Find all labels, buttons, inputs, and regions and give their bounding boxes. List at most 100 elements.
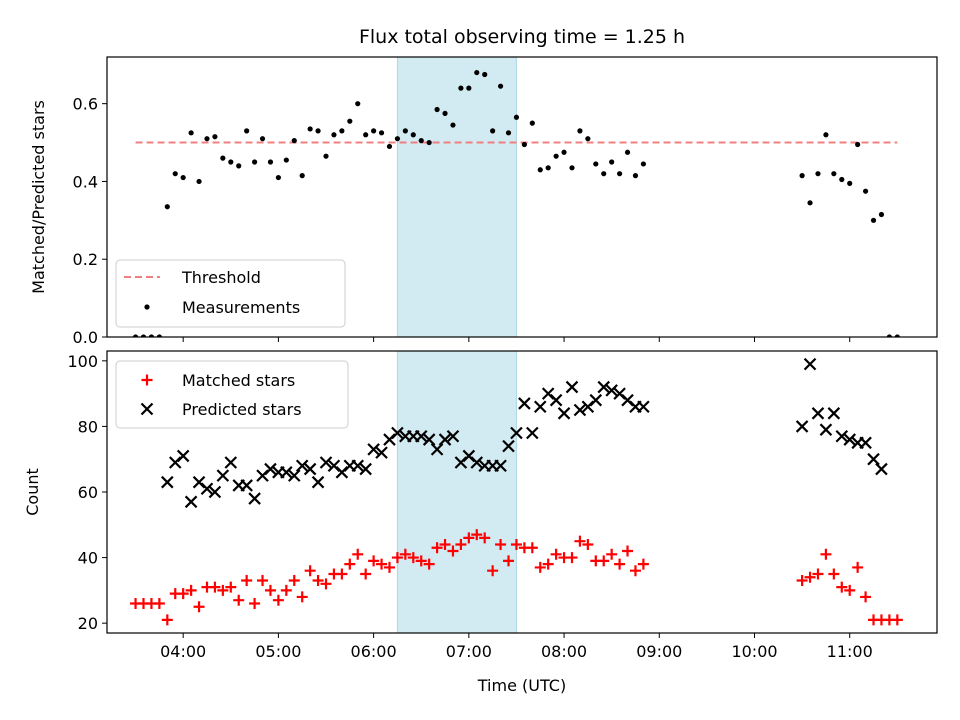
matched-point bbox=[526, 542, 538, 554]
series-matched-stars bbox=[130, 529, 903, 626]
measurement-point bbox=[410, 132, 416, 138]
chart-title: Flux total observing time = 1.25 h bbox=[359, 26, 685, 48]
legend-box bbox=[115, 360, 349, 429]
measurement-point bbox=[529, 120, 535, 126]
measurement-point bbox=[537, 167, 543, 173]
predicted-point bbox=[414, 429, 428, 443]
legend-measurements-label: Measurements bbox=[182, 298, 300, 317]
axes-frame bbox=[106, 56, 938, 338]
series-predicted-stars bbox=[161, 357, 888, 509]
measurement-point bbox=[601, 171, 607, 177]
predicted-point bbox=[565, 380, 579, 394]
measurement-point bbox=[172, 171, 178, 177]
predicted-point bbox=[438, 433, 452, 446]
matched-point bbox=[852, 561, 864, 573]
measurement-point bbox=[490, 128, 496, 134]
measurement-point bbox=[561, 149, 567, 155]
measurement-point bbox=[180, 174, 186, 181]
y-tick-label: 0.2 bbox=[73, 250, 98, 269]
predicted-point bbox=[637, 400, 650, 414]
measurement-point bbox=[259, 136, 266, 142]
measurement-point bbox=[244, 128, 250, 134]
matched-point bbox=[637, 558, 649, 570]
matched-point bbox=[598, 555, 610, 567]
predicted-point bbox=[518, 397, 531, 410]
legend-threshold-label: Threshold bbox=[181, 268, 261, 287]
predicted-point bbox=[795, 420, 809, 433]
measurement-point bbox=[156, 334, 162, 337]
matched-point bbox=[844, 584, 856, 596]
measurement-point bbox=[474, 69, 480, 76]
matched-point bbox=[796, 575, 808, 587]
matched-point bbox=[272, 594, 284, 606]
measurement-point bbox=[458, 85, 464, 91]
matched-point bbox=[177, 588, 189, 600]
measurement-point bbox=[640, 161, 647, 167]
y-tick-label: 0.4 bbox=[73, 172, 98, 191]
y-axis-label: Count bbox=[23, 468, 42, 516]
predicted-point bbox=[208, 485, 222, 499]
matched-point bbox=[383, 561, 395, 573]
matched-point bbox=[407, 552, 419, 564]
measurement-point bbox=[228, 159, 234, 165]
measurement-point bbox=[855, 141, 861, 148]
predicted-point bbox=[549, 393, 563, 407]
predicted-point bbox=[176, 449, 190, 463]
measurement-point bbox=[521, 141, 527, 148]
predicted-point bbox=[367, 443, 380, 456]
predicted-point bbox=[264, 462, 277, 476]
predicted-point bbox=[430, 443, 444, 456]
matched-point bbox=[860, 591, 872, 603]
measurement-point bbox=[862, 188, 869, 194]
matched-point bbox=[463, 532, 475, 544]
measurement-point bbox=[434, 106, 440, 113]
predicted-point bbox=[557, 407, 571, 420]
predicted-point bbox=[502, 439, 515, 453]
legend: Threshold Measurements bbox=[115, 259, 346, 328]
measurement-point bbox=[823, 132, 829, 138]
predicted-point bbox=[280, 466, 293, 479]
measurement-point bbox=[212, 134, 218, 140]
x-tick-label: 07:00 bbox=[446, 642, 492, 661]
matched-point bbox=[495, 538, 507, 550]
matched-point bbox=[582, 538, 594, 550]
matched-point bbox=[376, 558, 388, 570]
predicted-point bbox=[184, 495, 198, 509]
y-tick-label: 80 bbox=[78, 417, 98, 436]
legend-predicted-swatch bbox=[140, 402, 154, 416]
matched-point bbox=[439, 538, 451, 550]
matched-point bbox=[431, 542, 443, 554]
matched-point bbox=[629, 565, 641, 577]
matched-point bbox=[550, 548, 562, 560]
matched-point bbox=[241, 575, 253, 587]
measurement-point bbox=[545, 165, 551, 171]
measurement-point bbox=[275, 174, 281, 181]
measurement-point bbox=[442, 110, 448, 116]
predicted-point bbox=[446, 429, 460, 443]
measurement-point bbox=[140, 334, 147, 337]
measurement-point bbox=[347, 118, 353, 124]
predicted-point bbox=[319, 456, 333, 469]
measurement-point bbox=[617, 171, 623, 177]
matched-point bbox=[304, 565, 316, 577]
legend-matched-swatch bbox=[141, 374, 153, 386]
measurement-point bbox=[831, 171, 837, 177]
matched-point bbox=[487, 565, 499, 577]
y-tick-label: 60 bbox=[78, 483, 98, 502]
matched-point bbox=[614, 558, 626, 570]
measurement-point bbox=[632, 173, 639, 179]
matched-point bbox=[471, 529, 483, 541]
measurement-point bbox=[624, 149, 631, 155]
predicted-point bbox=[827, 407, 841, 420]
matched-point bbox=[360, 568, 372, 580]
predicted-point bbox=[597, 380, 611, 394]
measurement-point bbox=[394, 136, 401, 142]
measurement-point bbox=[299, 173, 305, 179]
measurement-point bbox=[585, 136, 591, 142]
matched-point bbox=[804, 571, 816, 583]
measurement-point bbox=[204, 136, 210, 142]
matched-point bbox=[217, 584, 229, 596]
matched-point bbox=[542, 558, 554, 570]
predicted-point bbox=[248, 492, 261, 505]
